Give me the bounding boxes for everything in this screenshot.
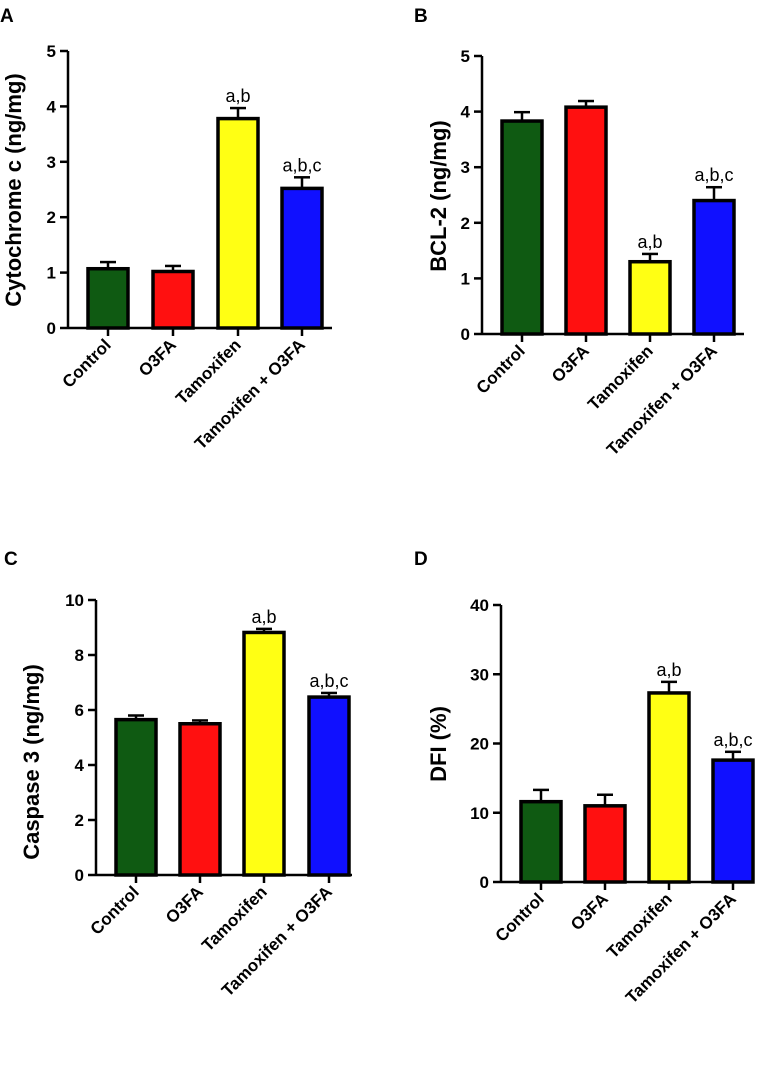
bar — [692, 198, 736, 336]
bar — [307, 695, 351, 877]
y-tick-label: 5 — [47, 42, 56, 61]
y-tick-label: 3 — [47, 153, 56, 172]
y-axis-label-b: BCL-2 (ng/mg) — [426, 120, 451, 272]
y-tick-label: 0 — [47, 319, 56, 338]
significance-label: a,b — [656, 660, 681, 680]
bar — [178, 722, 222, 877]
x-tick-label: O3FA — [567, 889, 612, 934]
y-axis-label-c: Caspase 3 (ng/mg) — [19, 664, 44, 860]
x-tick-label: Control — [87, 882, 143, 938]
x-tick-label: O3FA — [162, 882, 207, 927]
y-tick-label: 0 — [461, 325, 470, 344]
bar — [86, 266, 130, 330]
y-tick-label: 10 — [470, 804, 489, 823]
x-tick-label: Tamoxifen + O3FA — [218, 882, 336, 1000]
y-tick-label: 8 — [75, 646, 84, 665]
panel-d: D DFI (%) a,b a,b,c 0 10 20 30 40 Control O3FATa… — [414, 549, 755, 1007]
y-tick-label: 2 — [75, 811, 84, 830]
x-tick-label: Tamoxifen + O3FA — [191, 335, 309, 453]
bar — [583, 804, 627, 884]
y-tick-label: 1 — [47, 264, 56, 283]
x-tick-label: Control — [59, 335, 115, 391]
bar — [628, 259, 672, 336]
x-tick-label: O3FA — [548, 341, 593, 386]
bar — [647, 691, 691, 884]
significance-label: a,b — [251, 607, 276, 627]
y-tick-label: 2 — [461, 214, 470, 233]
y-tick-label: 10 — [65, 591, 84, 610]
y-tick-label: 4 — [461, 103, 471, 122]
x-tick-label: Control — [492, 889, 548, 945]
significance-label: a,b,c — [282, 155, 321, 175]
bar — [500, 119, 544, 336]
x-tick-label: Tamoxifen + O3FA — [603, 341, 721, 459]
y-tick-label: 4 — [47, 97, 57, 116]
significance-label: a,b,c — [694, 165, 733, 185]
panel-letter-b: B — [414, 6, 428, 27]
x-tick-label: O3FA — [135, 335, 180, 380]
significance-label: a,b,c — [713, 730, 752, 750]
panel-c: C Caspase 3 (ng/mg) a,b a,b,c 0 2 4 6 8 10 Contr… — [4, 549, 352, 1000]
y-tick-label: 4 — [75, 756, 85, 775]
y-tick-label: 0 — [480, 873, 489, 892]
panel-letter-d: D — [414, 549, 428, 570]
y-tick-label: 6 — [75, 701, 84, 720]
y-tick-label: 1 — [461, 269, 470, 288]
x-tick-label: Control — [473, 341, 529, 397]
bar — [280, 186, 324, 330]
significance-label: a,b — [637, 232, 662, 252]
panel-letter-c: C — [4, 549, 18, 570]
y-tick-label: 5 — [461, 47, 470, 66]
significance-label: a,b,c — [309, 671, 348, 691]
bar — [216, 116, 260, 330]
y-tick-label: 20 — [470, 735, 489, 754]
bar — [564, 105, 608, 336]
y-axis-label-d: DFI (%) — [426, 706, 451, 782]
significance-label: a,b — [225, 86, 250, 106]
y-axis-label-a: Cytochrome c (ng/mg) — [1, 73, 26, 306]
panel-a: A Cytochrome c (ng/mg) a,b a,b,c 0 1 2 3 4 5 Con… — [0, 6, 332, 453]
bar — [114, 717, 158, 877]
panel-b: B BCL-2 (ng/mg) a,b a,b,c 0 1 2 3 4 5 Control O3F… — [414, 6, 744, 459]
bar — [519, 799, 563, 884]
x-tick-label: Tamoxifen + O3FA — [622, 889, 740, 1007]
bar — [242, 630, 286, 877]
y-tick-label: 30 — [470, 665, 489, 684]
y-tick-label: 0 — [75, 866, 84, 885]
y-tick-label: 3 — [461, 158, 470, 177]
bar — [711, 758, 755, 884]
y-tick-label: 2 — [47, 208, 56, 227]
panel-letter-a: A — [0, 6, 14, 27]
bar — [151, 269, 195, 330]
y-tick-label: 40 — [470, 596, 489, 615]
